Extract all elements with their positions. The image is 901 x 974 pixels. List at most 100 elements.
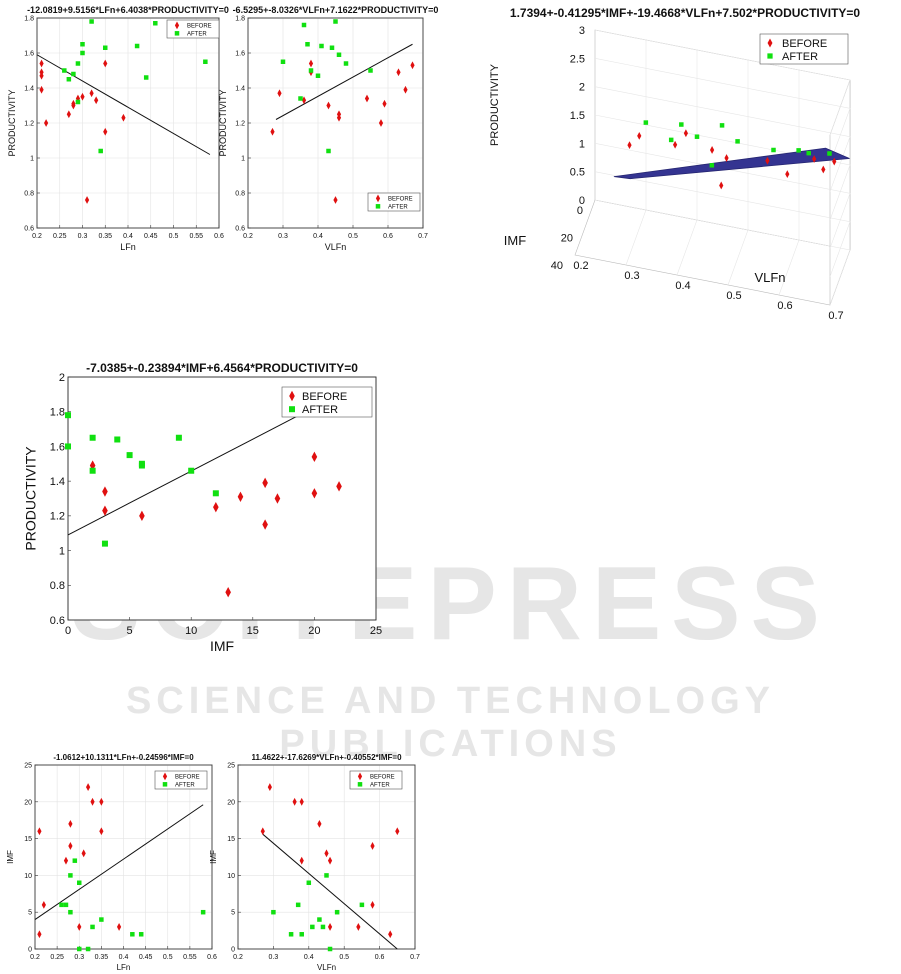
x-tick-label: 0.5 [726,290,741,302]
y-axis-label: PRODUCTIVITY [22,446,38,551]
after-point [77,946,82,952]
after-point [68,909,73,915]
before-point [299,856,304,865]
y-axis-label: IMF [6,850,15,864]
y-tick-label: 1 [30,155,34,162]
after-point [72,858,78,863]
z-tick-label: 1 [579,138,585,150]
x-tick-label: 0.2 [243,233,253,240]
before-point [327,923,333,931]
before-point [832,157,837,166]
x-tick-label: 0.7 [410,954,420,961]
z-gridline [594,29,851,136]
before-point [39,85,44,94]
before-point [378,119,384,127]
x-tick-label: 0.4 [123,233,133,240]
before-point [63,856,69,865]
after-point [101,540,108,547]
plot-group: 0.2 0.3 0.4 0.5 0.6 0.7 0 5 10 15 20 25 11.4622+-17.… [209,753,420,972]
z-tick-label: 3 [579,25,585,37]
y-tick-label: 1.4 [24,85,34,92]
before-point [94,96,99,105]
before-point [37,827,42,836]
y-tick-label: 0.6 [24,225,34,232]
x-tick-label: 0.6 [207,954,217,961]
chart-vlfn-imf: 0.2 0.3 0.4 0.5 0.6 0.7 0 5 10 15 20 25 11.4622+-17.… [209,753,440,974]
before-point [68,842,73,850]
after-point [368,68,373,73]
after-point [324,873,329,878]
before-point [292,797,297,806]
chart-title: -12.0819+9.5156*LFn+6.4038*PRODUCTIVITY=… [27,5,229,15]
x-gridline [778,70,800,296]
x-tick-label: 0.35 [98,233,112,240]
after-point [80,42,85,47]
before-point [77,923,82,931]
legend-box [367,192,421,212]
z-tick-label: 0.5 [570,167,585,179]
z-axis-label: PRODUCTIVITY [489,63,501,146]
after-point [643,120,649,125]
chart-title: 11.4622+-17.6269*VLFn+-0.40552*IMF=0 [251,753,402,762]
x-gridline [625,40,647,266]
chart-imf-productivity: 0 5 10 15 20 25 0.6 0.8 1 1.2 1.4 1.6 1.8 2 -7.0385+-0… [20,355,400,665]
after-point [771,147,776,153]
after-point [298,96,303,101]
after-point [679,122,684,127]
y-axis-label: IMF [209,850,218,864]
after-point [65,412,71,419]
before-point [395,827,400,836]
fit-line [34,804,204,920]
before-point [396,68,401,77]
z-tick-label: 2 [579,82,585,94]
after-point [827,151,832,156]
y-tick-label: 10 [227,873,235,880]
y-tick-label: 20 [561,233,573,245]
after-point [329,45,335,50]
after-point [327,946,333,952]
after-point [59,902,64,908]
chart-svg: 0.2 0.3 0.4 0.5 0.6 0.7 0 5 10 15 20 25 11.4622+-17.… [209,753,420,972]
y-tick-label: 40 [551,260,563,272]
before-point [103,127,108,136]
fit-line [275,43,413,120]
before-point [403,85,408,94]
y-tick-label: 5 [231,910,235,917]
legend-after-label: AFTER [782,51,818,63]
y-tick-label: 15 [227,836,235,843]
before-point [39,71,44,80]
after-point [301,22,307,28]
z-gridline [594,114,851,221]
before-point [71,99,76,108]
legend-before-label: BEFORE [302,391,347,403]
after-point [326,148,331,154]
legend-after-marker [767,53,773,59]
after-point [143,75,149,80]
y-axis-label: PRODUCTIVITY [218,89,228,156]
after-point [80,50,85,56]
after-point [99,917,104,922]
x-tick-label: 0.4 [313,233,323,240]
legend-before-label: BEFORE [187,24,212,30]
y-tick-label: 1.2 [50,511,65,523]
z-gridline [594,199,851,306]
after-point [315,73,321,78]
y-tick-label: 0.6 [235,225,245,232]
before-point [311,451,318,463]
after-point [694,134,700,139]
x-tick-label: 0.45 [144,233,158,240]
before-point [89,89,94,98]
after-point [305,42,310,47]
plot-frame [237,764,416,950]
fit-line [67,411,307,536]
after-point [98,148,103,154]
x-tick-label: 0.35 [95,954,109,961]
y-tick-label: 1.4 [235,85,245,92]
legend-after-label: AFTER [388,204,408,210]
chart-lfn-imf: 0.2 0.25 0.3 0.35 0.4 0.45 0.5 0.55 0.6 0 5 10 15 20 2… [0,753,225,974]
x-axis-label: LFn [120,242,136,252]
before-point [80,92,85,101]
y-tick-label: 1.8 [50,407,65,419]
before-point [66,110,71,119]
legend-before-label: BEFORE [175,775,200,781]
